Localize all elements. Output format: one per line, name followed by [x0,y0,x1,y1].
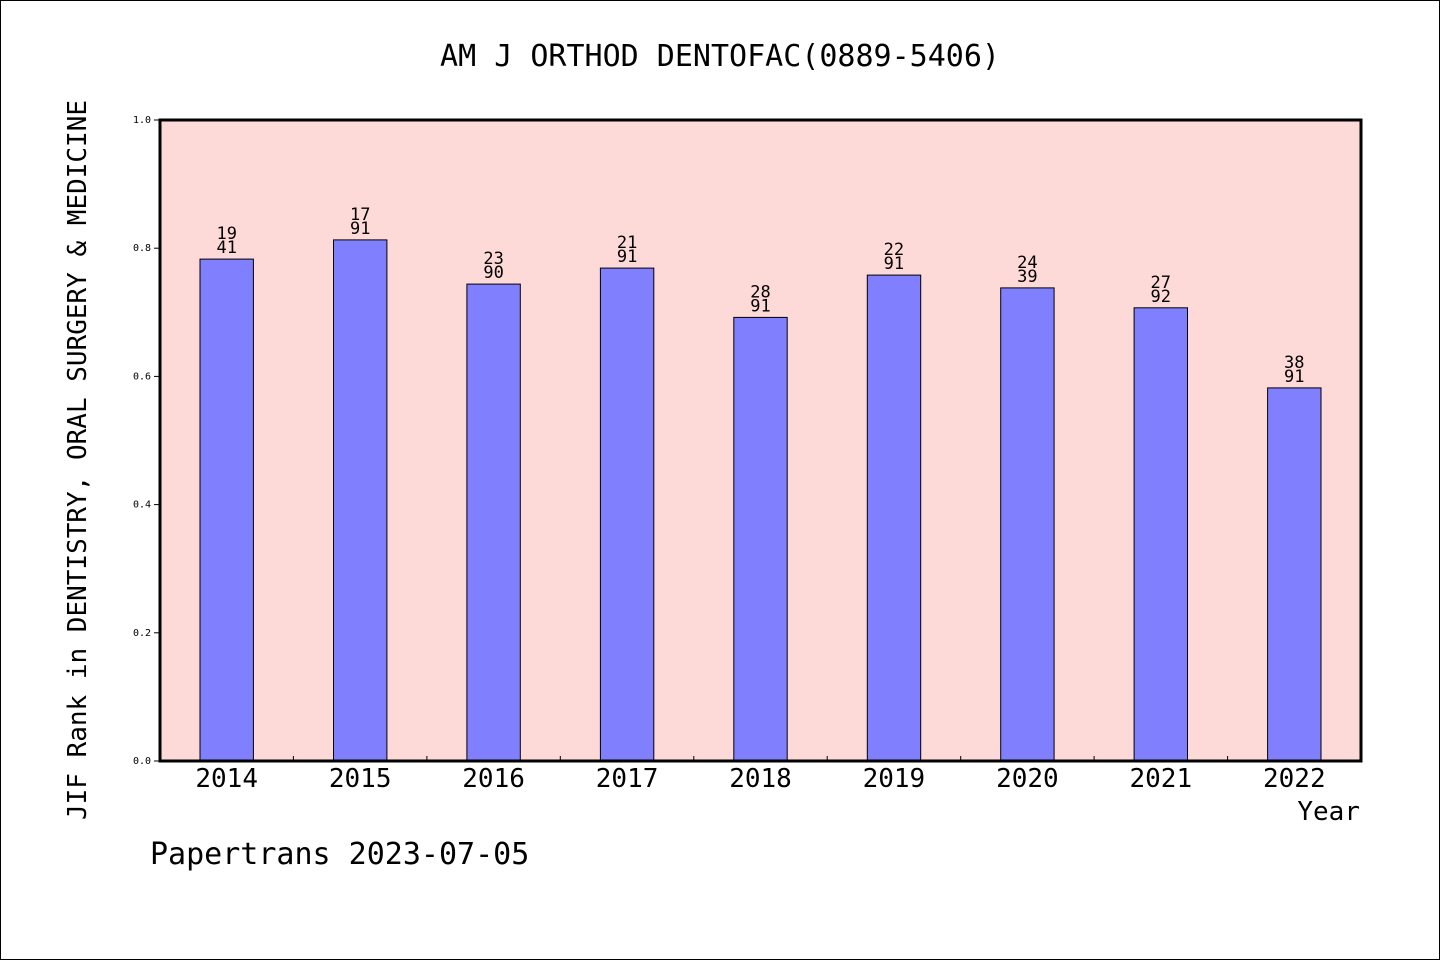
bar-label-rank-2016: 23 [483,249,503,269]
x-tick-label-2014: 2014 [195,764,258,794]
y-tick-label-0.0: 0.0 [133,756,151,767]
y-tick-label-0.4: 0.4 [133,500,151,511]
bar-label-rank-2019: 22 [884,240,904,260]
x-tick-label-2016: 2016 [462,764,525,794]
bar-label-total-2017: 91 [617,247,637,267]
bar-2016 [466,283,521,762]
x-tick-label-2015: 2015 [329,764,392,794]
bar-label-total-2021: 92 [1151,287,1171,307]
bar-label-rank-2018: 28 [750,282,770,302]
bar-2022 [1267,387,1322,762]
y-axis: 0.0 0.2 0.4 0.6 0.8 1.0 [133,115,160,767]
y-tick-label-0.8: 0.8 [133,243,151,254]
bar-label-total-2020: 39 [1017,267,1037,287]
bar-label-rank-2014: 19 [216,224,236,244]
bar-label-total-2015: 91 [350,219,370,239]
footer-text: Papertrans 2023-07-05 [150,837,529,872]
bar-label-rank-2022: 38 [1284,353,1304,373]
bar-label-rank-2021: 27 [1151,273,1171,293]
bar-2020 [1000,287,1055,762]
bar-label-rank-2017: 21 [617,233,637,253]
y-tick-label-1.0: 1.0 [133,115,151,126]
bar-label-total-2022: 91 [1284,367,1304,387]
y-axis-label: JIF Rank in DENTISTRY, ORAL SURGERY & ME… [63,100,93,820]
bar-label-total-2014: 41 [216,238,236,258]
x-axis: 2014 2015 2016 2017 2018 2019 2020 2021 2022 [195,756,1326,794]
bar-2014 [199,258,254,762]
bar-2017 [599,267,655,762]
y-tick-label-0.2: 0.2 [133,628,151,639]
bar-label-rank-2015: 17 [350,205,370,225]
x-tick-label-2022: 2022 [1263,764,1326,794]
bar-label-total-2018: 91 [750,296,770,316]
x-tick-label-2019: 2019 [863,764,926,794]
plot-border [158,118,1363,763]
x-tick-label-2017: 2017 [596,764,659,794]
x-tick-label-2021: 2021 [1129,764,1192,794]
bar-label-total-2019: 91 [884,254,904,274]
x-tick-label-2020: 2020 [996,764,1059,794]
bar-2021 [1133,307,1188,762]
bar-label-total-2016: 90 [483,263,503,283]
x-tick-label-2018: 2018 [729,764,792,794]
bar-2015 [333,239,388,762]
bars-group [199,239,1322,762]
x-axis-label: Year [1297,797,1360,827]
bar-2018 [733,316,788,762]
y-tick-label-0.6: 0.6 [133,371,151,382]
bar-2019 [866,274,922,762]
chart-title: AM J ORTHOD DENTOFAC(0889-5406) [440,39,1000,74]
bar-label-rank-2020: 24 [1017,253,1037,273]
